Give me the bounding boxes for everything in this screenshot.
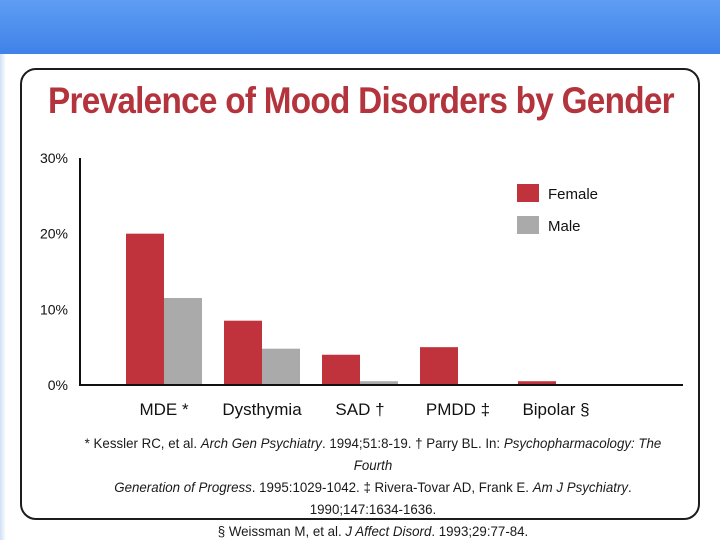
bar-male <box>360 381 398 385</box>
y-tick-label: 20% <box>40 226 68 242</box>
footnote-text: * Kessler RC, et al. <box>84 435 201 451</box>
left-edge-decoration <box>0 54 6 540</box>
bars-group <box>126 233 556 385</box>
bar-female <box>518 381 556 385</box>
footnote-journal: Arch Gen Psychiatry <box>200 435 322 451</box>
x-tick-label: MDE * <box>139 400 189 419</box>
footnote-text: . 1995:1029-1042. ‡ Rivera-Tovar AD, Fra… <box>251 479 533 495</box>
legend-swatch-male <box>517 216 539 234</box>
y-tick-label: 0% <box>48 377 68 393</box>
bar-male <box>262 348 300 385</box>
footnote-book-title: Generation of Progress <box>114 479 252 495</box>
bar-female <box>224 320 262 385</box>
bar-female <box>420 347 458 385</box>
y-tick-label: 30% <box>40 150 68 166</box>
bar-female <box>322 354 360 385</box>
legend: Female Male <box>517 184 598 235</box>
footnote: * Kessler RC, et al. Arch Gen Psychiatry… <box>74 432 673 542</box>
legend-label-female: Female <box>548 186 598 203</box>
legend-label-male: Male <box>548 218 581 235</box>
y-ticks-group: 0% 10% 20% 30% <box>40 150 68 393</box>
x-tick-label: SAD † <box>335 400 384 419</box>
y-tick-label: 10% <box>40 301 68 317</box>
x-tick-label: Bipolar § <box>522 400 589 419</box>
chart-title: Prevalence of Mood Disorders by Gender <box>48 80 675 121</box>
footnote-text: . 1994;51:8-19. † Parry BL. In: <box>321 435 504 451</box>
legend-swatch-female <box>517 184 539 202</box>
footnote-journal: Am J Psychiatry <box>532 479 629 495</box>
footnote-text: § Weissman M, et al. <box>217 523 346 539</box>
x-tick-label: Dysthymia <box>222 400 302 419</box>
footnote-book-title: Psychopharmacology: The Fourth <box>353 435 662 473</box>
footnote-text: . 1990;147:1634-1636. <box>309 479 632 517</box>
footnote-text: . 1993;29:77-84. <box>431 523 529 539</box>
bar-female <box>126 233 164 385</box>
x-tick-label: PMDD ‡ <box>426 400 490 419</box>
x-labels-group: MDE * Dysthymia SAD † PMDD ‡ Bipolar § <box>139 400 589 419</box>
bar-male <box>164 297 202 385</box>
header-band <box>0 0 720 54</box>
footnote-journal: J Affect Disord <box>345 523 432 539</box>
axes-group <box>79 158 683 386</box>
